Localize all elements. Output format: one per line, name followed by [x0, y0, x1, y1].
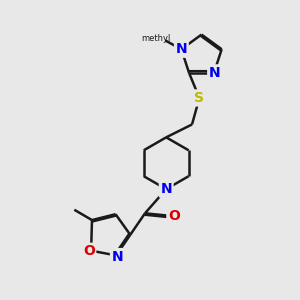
Text: O: O: [168, 209, 180, 223]
Text: N: N: [160, 182, 172, 196]
Text: methyl: methyl: [141, 34, 170, 43]
Text: O: O: [83, 244, 95, 258]
Text: S: S: [194, 91, 204, 105]
Text: N: N: [209, 66, 220, 80]
Text: N: N: [112, 250, 123, 264]
Text: N: N: [176, 42, 187, 56]
